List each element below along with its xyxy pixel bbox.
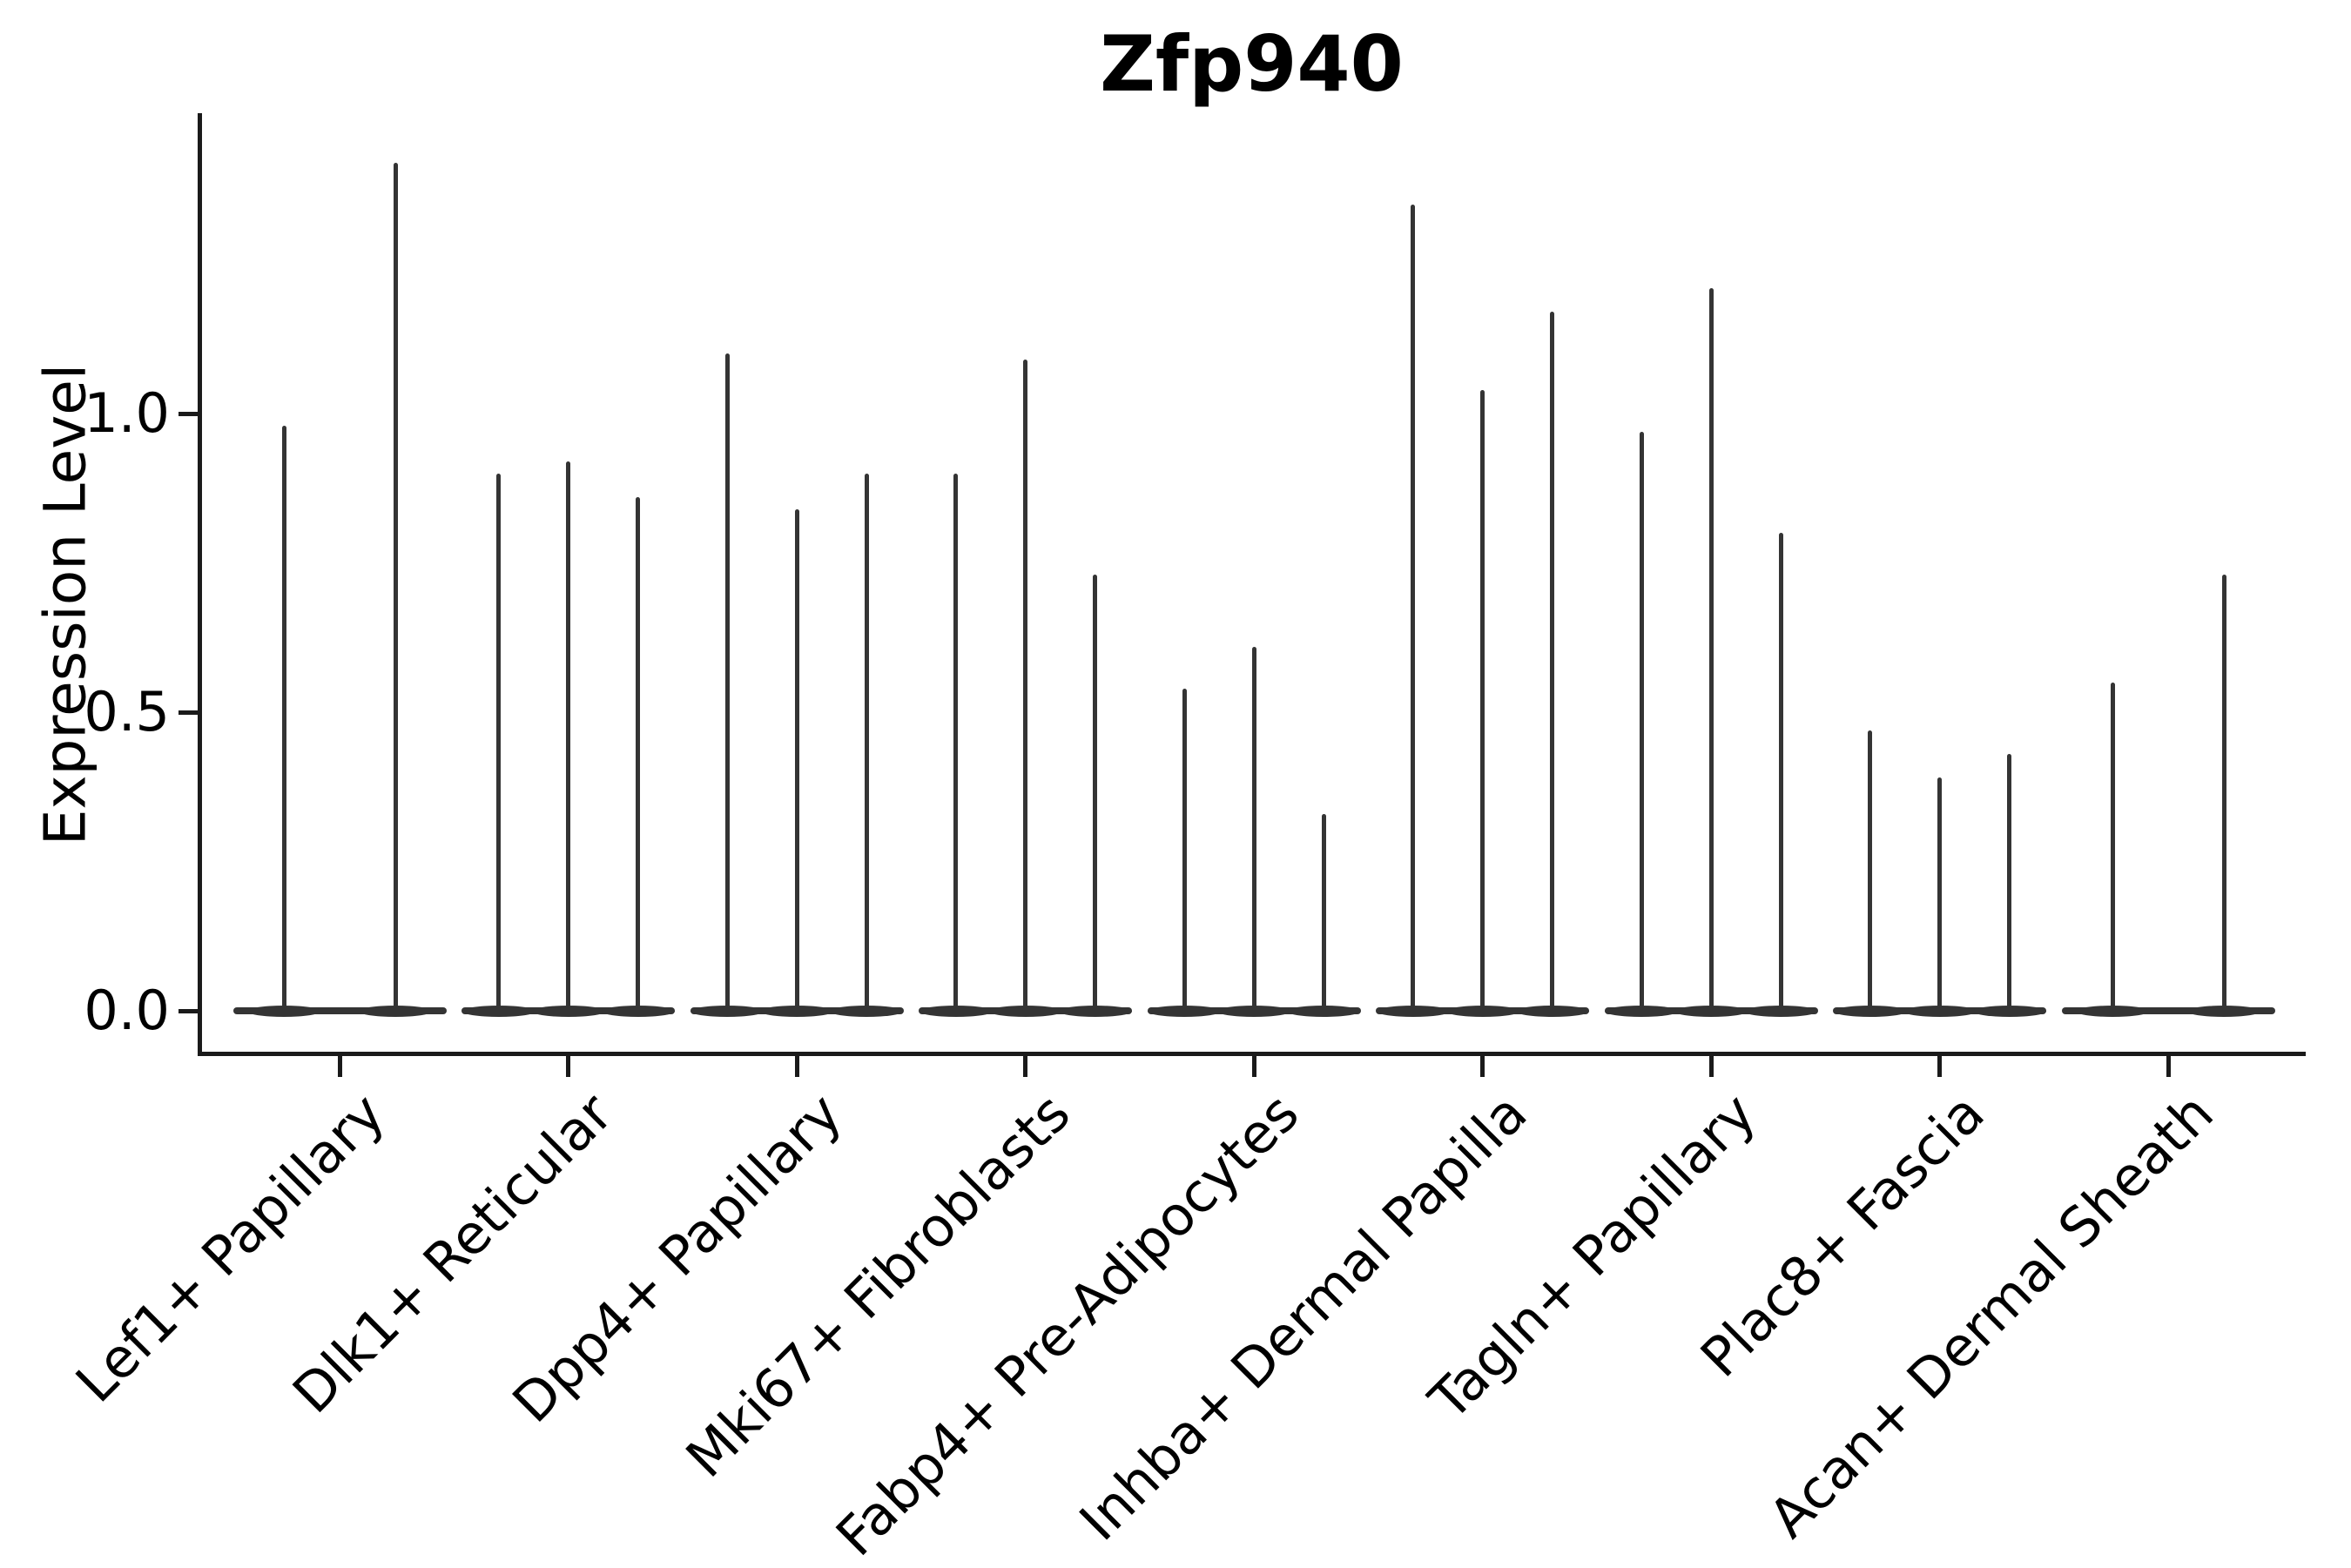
y-tick-mark xyxy=(179,411,198,416)
violin-spike xyxy=(636,497,640,1013)
violin-spike xyxy=(1251,646,1256,1013)
y-tick-mark xyxy=(179,1008,198,1013)
violin-spike xyxy=(1182,688,1187,1013)
violin-spike xyxy=(496,473,501,1013)
x-tick-mark xyxy=(1023,1056,1027,1077)
y-tick-mark xyxy=(179,710,198,715)
violin-spike xyxy=(1708,287,1714,1013)
violin-spike xyxy=(1093,575,1097,1013)
x-tick-mark xyxy=(794,1056,799,1077)
x-tick-label: Mki67+ Fibroblasts xyxy=(673,1080,1082,1490)
violin-spike xyxy=(1778,533,1783,1013)
x-tick-mark xyxy=(2166,1056,2171,1077)
x-tick-mark xyxy=(566,1056,570,1077)
x-axis-spine xyxy=(198,1052,2306,1056)
violin-base xyxy=(2061,1007,2275,1014)
violin-spike xyxy=(1480,389,1485,1013)
x-tick-mark xyxy=(337,1056,342,1077)
x-tick-mark xyxy=(1708,1056,1714,1077)
violin-spike xyxy=(393,162,398,1013)
x-tick-label: Inhba+ Dermal Papilla xyxy=(1068,1080,1539,1553)
x-tick-mark xyxy=(1251,1056,1256,1077)
y-axis-label: Expression Level xyxy=(31,363,99,846)
violin-spike xyxy=(1639,431,1644,1013)
y-tick-label: 1.0 xyxy=(84,381,170,445)
violin-spike xyxy=(724,353,730,1013)
violin-spike xyxy=(1550,312,1554,1013)
violin-spike xyxy=(281,425,286,1013)
x-tick-mark xyxy=(1480,1056,1485,1077)
violin-spike xyxy=(2110,682,2115,1013)
y-tick-label: 0.5 xyxy=(84,680,170,744)
violin-spike xyxy=(566,461,570,1013)
y-tick-label: 0.0 xyxy=(84,979,170,1042)
violin-spike xyxy=(1937,777,1942,1013)
x-tick-label: Fabp4+ Pre-Adipocytes xyxy=(823,1080,1311,1568)
violin-spike xyxy=(2007,754,2011,1013)
violin-spike xyxy=(1411,204,1415,1013)
x-tick-label: Acan+ Dermal Sheath xyxy=(1756,1080,2226,1551)
chart-title: Zfp940 xyxy=(1100,19,1404,109)
violin-base xyxy=(232,1007,447,1014)
violin-spike xyxy=(1868,730,1872,1013)
violin-spike xyxy=(794,508,799,1013)
x-tick-mark xyxy=(1937,1056,1942,1077)
violin-spike xyxy=(2221,575,2226,1013)
violin-spike xyxy=(864,473,869,1013)
violin-spike xyxy=(1023,360,1027,1013)
y-axis-spine xyxy=(198,113,202,1056)
violin-spike xyxy=(1321,813,1326,1013)
violin-spike xyxy=(953,473,958,1013)
